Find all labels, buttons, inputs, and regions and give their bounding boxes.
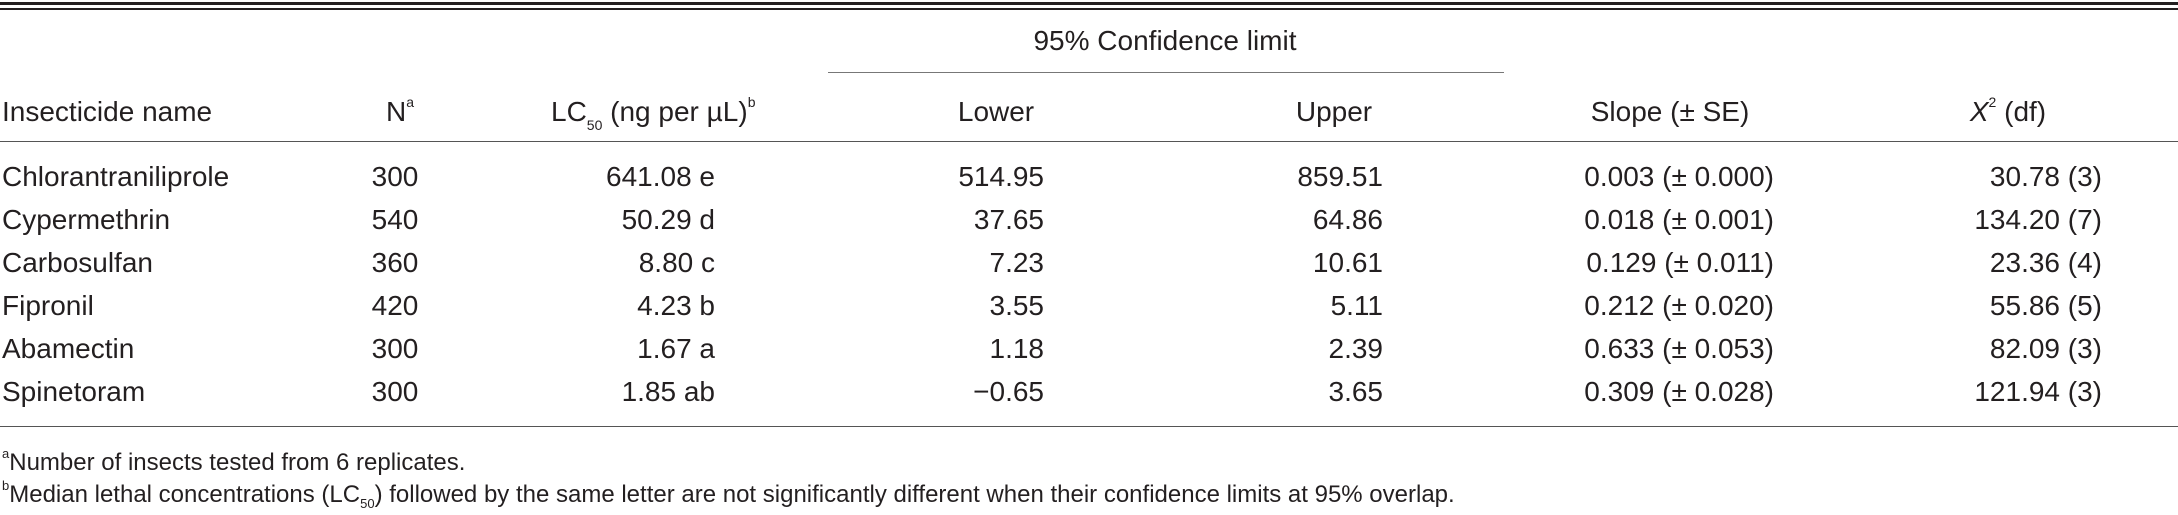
- cell-upper: 5.11: [1330, 290, 1383, 321]
- cell-n: 300: [371, 161, 419, 192]
- cell-upper: 64.86: [1312, 204, 1383, 235]
- cell-chi-square: 82.09 (3): [1989, 333, 2102, 364]
- header-n: Na: [385, 93, 415, 127]
- cell-slope: 0.212 (± 0.020): [1584, 290, 1774, 321]
- cell-insecticide-name: Cypermethrin: [2, 204, 171, 235]
- footnote-a: aNumber of insects tested from 6 replica…: [2, 446, 466, 476]
- cell-chi-square: 30.78 (3): [1989, 161, 2102, 192]
- cell-upper: 10.61: [1312, 247, 1383, 278]
- cell-lower: −0.65: [973, 376, 1044, 407]
- header-chi-square: X2 (df): [1969, 93, 2047, 127]
- cell-slope: 0.018 (± 0.001): [1584, 204, 1774, 235]
- cell-n: 300: [371, 333, 419, 364]
- cell-lc50: 50.29 d: [621, 204, 715, 235]
- cell-chi-square: 134.20 (7): [1974, 204, 2102, 235]
- header-upper: Upper: [1295, 96, 1373, 127]
- top-rule: [0, 2, 2178, 5]
- cell-lower: 7.23: [989, 247, 1045, 278]
- cell-insecticide-name: Chlorantraniliprole: [2, 161, 230, 192]
- cell-n: 420: [371, 290, 419, 321]
- header-lc50: LC50 (ng per µL)b: [551, 93, 756, 133]
- cell-slope: 0.309 (± 0.028): [1584, 376, 1774, 407]
- header-insecticide-name: Insecticide name: [2, 96, 213, 127]
- cell-lower: 1.18: [989, 333, 1045, 364]
- cell-n: 300: [371, 376, 419, 407]
- cell-lc50: 1.85 ab: [621, 376, 715, 407]
- header-lower: Lower: [957, 96, 1035, 127]
- cell-insecticide-name: Carbosulfan: [2, 247, 153, 278]
- cell-upper: 3.65: [1328, 376, 1384, 407]
- cell-lc50: 4.23 b: [637, 290, 715, 321]
- cell-insecticide-name: Spinetoram: [2, 376, 146, 407]
- cell-upper: 2.39: [1328, 333, 1384, 364]
- cell-slope: 0.003 (± 0.000): [1584, 161, 1774, 192]
- bottom-rule: [0, 426, 2178, 427]
- cell-slope: 0.633 (± 0.053): [1584, 333, 1774, 364]
- footnote-b: bMedian lethal concentrations (LC50) fol…: [2, 478, 1455, 511]
- cell-slope: 0.129 (± 0.011): [1586, 247, 1774, 278]
- cell-upper: 859.51: [1297, 161, 1383, 192]
- header-rule: [0, 141, 2178, 142]
- cell-insecticide-name: Abamectin: [2, 333, 135, 364]
- confidence-limit-header: 95% Confidence limit: [1033, 25, 1297, 56]
- header-slope: Slope (± SE): [1590, 96, 1750, 127]
- cell-n: 540: [371, 204, 419, 235]
- cell-lc50: 8.80 c: [638, 247, 715, 278]
- cell-lower: 37.65: [973, 204, 1044, 235]
- cell-n: 360: [371, 247, 419, 278]
- cell-chi-square: 55.86 (5): [1989, 290, 2102, 321]
- cell-lc50: 641.08 e: [606, 161, 715, 192]
- cell-insecticide-name: Fipronil: [2, 290, 94, 321]
- cell-lower: 3.55: [989, 290, 1045, 321]
- cell-chi-square: 121.94 (3): [1974, 376, 2102, 407]
- confidence-limit-underline: [828, 72, 1504, 73]
- top-rule-inner: [0, 8, 2178, 10]
- cell-chi-square: 23.36 (4): [1989, 247, 2102, 278]
- cell-lower: 514.95: [958, 161, 1044, 192]
- cell-lc50: 1.67 a: [637, 333, 715, 364]
